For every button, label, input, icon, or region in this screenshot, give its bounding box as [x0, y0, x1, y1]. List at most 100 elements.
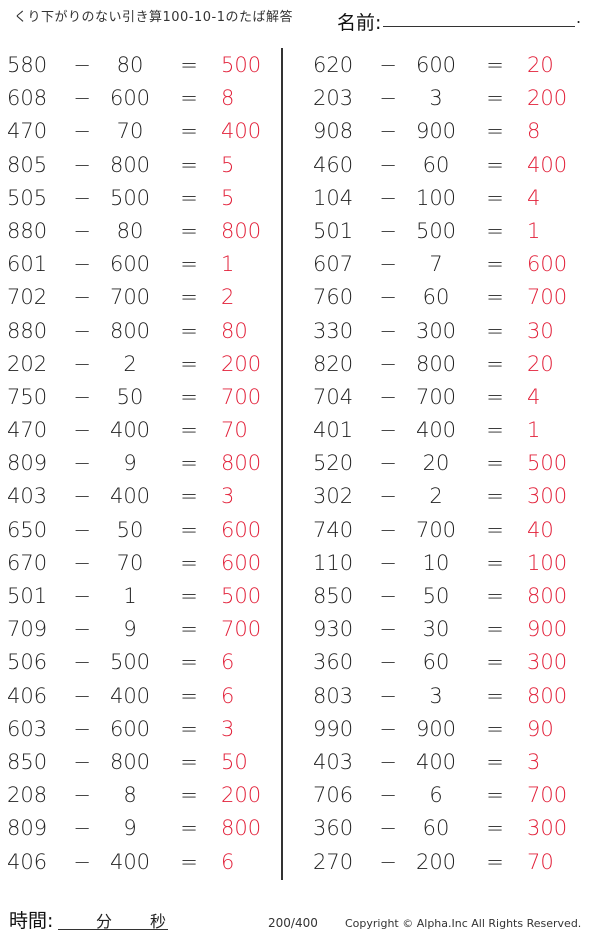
minuend: 805 [7, 152, 48, 177]
subtrahend: 500 [109, 650, 151, 675]
minus-sign: − [73, 617, 91, 642]
answer: 8 [527, 119, 541, 144]
answer: 800 [221, 218, 262, 243]
name-line-end: . [576, 8, 582, 27]
answer: 300 [527, 816, 568, 841]
minus-sign: − [73, 285, 91, 310]
copyright-notice: Copyright © Alpha.Inc All Rights Reserve… [345, 917, 582, 930]
minuend: 990 [313, 716, 354, 741]
minuend: 505 [7, 185, 48, 210]
problem-row: 580 − 80 = 500 [0, 48, 294, 81]
problem-row: 406−400 = 6 [0, 845, 294, 878]
subtrahend: 700 [415, 517, 457, 542]
problem-row: 202− 2 = 200 [0, 347, 294, 380]
answer: 3 [527, 749, 541, 774]
equals-sign: = [180, 783, 198, 808]
answer: 20 [527, 53, 554, 77]
problem-row: 750−50 = 700 [0, 380, 294, 413]
problem-row: 360−60 = 300 [306, 645, 600, 678]
equals-sign: = [486, 849, 504, 874]
answer: 500 [221, 584, 262, 608]
minuend: 620 [313, 53, 354, 77]
subtrahend: 70 [116, 550, 144, 575]
equals-sign: = [486, 650, 504, 675]
answer: 800 [527, 683, 568, 708]
minus-sign: − [73, 318, 91, 343]
minuend: 850 [7, 749, 48, 774]
equals-sign: = [180, 517, 198, 542]
minuend: 880 [7, 218, 48, 243]
answer: 300 [527, 650, 568, 675]
equals-sign: = [180, 119, 198, 144]
subtrahend: 2 [123, 351, 137, 376]
page-number: 200/400 [268, 916, 318, 930]
subtrahend: 600 [109, 86, 151, 111]
minus-sign: − [379, 517, 397, 542]
right-problem-column: 620−600 = 20 203−3 = 200 908−900 = 8 460−60 = 400 10… [306, 48, 600, 878]
problem-row: 850−800 = 50 [0, 745, 294, 778]
subtrahend: 800 [109, 318, 151, 343]
answer: 900 [527, 617, 568, 642]
answer: 200 [221, 783, 262, 808]
minus-sign: − [73, 418, 91, 443]
minus-sign: − [73, 749, 91, 774]
subtrahend: 60 [422, 285, 450, 310]
problem-row: 360−60 = 300 [306, 811, 600, 844]
problem-row: 470−400 = 70 [0, 413, 294, 446]
minuend: 607 [313, 252, 354, 277]
answer: 800 [221, 816, 262, 841]
subtrahend: 300 [415, 318, 457, 343]
minuend: 208 [7, 783, 48, 808]
problem-row: 820−800 = 20 [306, 347, 600, 380]
answer: 500 [527, 451, 568, 476]
equals-sign: = [486, 550, 504, 575]
time-line [58, 910, 168, 930]
equals-sign: = [486, 451, 504, 476]
subtrahend: 8 [123, 783, 137, 808]
answer: 2 [221, 285, 235, 310]
equals-sign: = [180, 152, 198, 177]
subtrahend: 900 [415, 119, 457, 144]
subtrahend: 2 [429, 484, 443, 509]
subtrahend: 9 [123, 816, 137, 841]
answer: 400 [221, 119, 262, 144]
minuend: 506 [7, 650, 48, 675]
problem-row: 406−400 = 6 [0, 679, 294, 712]
subtrahend: 3 [429, 683, 443, 708]
answer: 200 [221, 351, 262, 376]
equals-sign: = [180, 451, 198, 476]
minuend: 650 [7, 517, 48, 542]
problem-row: 809− 9 = 800 [0, 446, 294, 479]
answer: 6 [221, 650, 235, 675]
minuend: 360 [313, 650, 354, 675]
subtrahend: 20 [422, 451, 450, 476]
equals-sign: = [486, 152, 504, 177]
problem-row: 520−20 = 500 [306, 446, 600, 479]
answer: 1 [527, 218, 541, 243]
minus-sign: − [379, 584, 397, 608]
answer: 6 [221, 849, 235, 874]
equals-sign: = [180, 285, 198, 310]
answer: 100 [527, 550, 568, 575]
minuend: 403 [313, 749, 354, 774]
answer: 700 [527, 783, 568, 808]
answer: 70 [527, 849, 554, 874]
subtrahend: 70 [116, 119, 144, 144]
subtrahend: 700 [109, 285, 151, 310]
subtrahend: 9 [123, 451, 137, 476]
minus-sign: − [73, 252, 91, 277]
problem-row: 880−80 = 800 [0, 214, 294, 247]
subtrahend: 50 [116, 517, 144, 542]
problem-row: 104−100 = 4 [306, 181, 600, 214]
problem-row: 460−60 = 400 [306, 148, 600, 181]
answer: 30 [527, 318, 554, 343]
answer: 500 [221, 53, 262, 77]
subtrahend: 80 [116, 53, 144, 77]
minus-sign: − [73, 816, 91, 841]
minuend: 202 [7, 351, 48, 376]
minus-sign: − [379, 53, 397, 77]
equals-sign: = [180, 683, 198, 708]
problem-row: 803− 3 = 800 [306, 679, 600, 712]
equals-sign: = [486, 185, 504, 210]
minutes-label: 分 [96, 912, 113, 931]
